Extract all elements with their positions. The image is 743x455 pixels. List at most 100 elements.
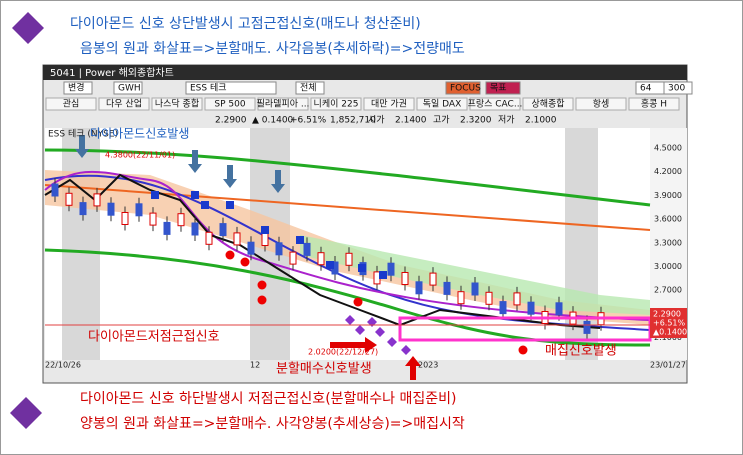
toolbar-button[interactable] (445, 81, 481, 95)
toolbar-button[interactable] (185, 81, 277, 95)
buy-signal (225, 250, 235, 260)
candle-body (429, 272, 437, 286)
market-tab[interactable] (575, 97, 627, 111)
candle-body (289, 251, 297, 265)
annotation: 다이아몬드신호발생 (90, 127, 189, 141)
down-arrow (75, 135, 89, 158)
market-tab-text[interactable]: 나스닥 종합 (155, 99, 199, 110)
price-tick-label: 4.2000 (654, 167, 682, 176)
market-tab-text[interactable]: 필라델피아 ... (257, 98, 310, 110)
candle-body (303, 242, 311, 256)
candle-body (261, 233, 269, 246)
right-arrow-big (330, 337, 377, 353)
quote-text: 저가 (498, 115, 515, 126)
candle-body (107, 202, 115, 216)
buy-signal (257, 280, 267, 290)
title-bar (43, 65, 687, 80)
sell-signal (261, 226, 269, 234)
market-tab-text[interactable]: 상해종합 (531, 99, 564, 110)
toolbar-text[interactable]: 전체 (300, 83, 317, 94)
toolbar-text[interactable]: 변경 (68, 82, 85, 94)
toolbar-text[interactable]: 64 (640, 84, 652, 94)
quote-text: +6.51% (290, 116, 327, 126)
down-arrow (188, 150, 202, 173)
toolbar-text[interactable]: 300 (668, 84, 685, 94)
candle-body (93, 193, 101, 207)
market-tab-text[interactable]: 관심 (63, 99, 80, 110)
market-tab-text[interactable]: 독일 DAX (423, 99, 462, 110)
market-tab[interactable] (98, 97, 150, 111)
candle-body (233, 232, 241, 246)
sell-signal (191, 191, 199, 199)
moving-average (44, 148, 651, 207)
market-tab-text[interactable]: 홍콩 H (641, 98, 667, 110)
buy-signal (353, 297, 363, 307)
market-tab[interactable] (363, 97, 415, 111)
candle-body (177, 213, 185, 227)
date-label: 22/10/26 (45, 361, 81, 370)
annotation: 분할매수신호발생 (276, 362, 372, 377)
annotation: 매집신호발생 (545, 344, 617, 359)
high-label: 4.3800(22/11/01) (105, 151, 175, 160)
toolbar-text[interactable]: FOCUS (450, 84, 481, 94)
toolbar-button[interactable] (63, 81, 93, 95)
market-tab-text[interactable]: SP 500 (214, 100, 245, 110)
candle-body (135, 203, 143, 217)
buy-signal (518, 345, 528, 355)
date-label: 2023 (418, 361, 438, 370)
candle-body (317, 252, 325, 266)
sell-signal (151, 191, 159, 199)
market-tab[interactable] (522, 97, 574, 111)
market-tab[interactable] (469, 97, 521, 111)
candle-body (387, 262, 395, 276)
market-tab[interactable] (628, 97, 680, 111)
market-tab[interactable] (416, 97, 468, 111)
toolbar-button[interactable] (663, 81, 693, 95)
market-tab[interactable] (204, 97, 256, 111)
candle-body (149, 212, 157, 226)
market-tab[interactable] (45, 97, 97, 111)
market-tab[interactable] (257, 97, 309, 111)
candle-body (345, 252, 353, 266)
toolbar-button[interactable] (113, 81, 143, 95)
quote-text: 2.3200 (460, 116, 492, 126)
market-tab[interactable] (151, 97, 203, 111)
toolbar-text[interactable]: ESS 테크 (190, 83, 227, 94)
down-arrow (223, 165, 237, 188)
toolbar-text[interactable]: GWH (118, 84, 141, 94)
market-tab-text[interactable]: 대만 가권 (371, 98, 407, 110)
market-tab-text[interactable]: 다우 산업 (106, 99, 142, 110)
candle-body (457, 291, 465, 305)
diamond-signal (345, 315, 355, 325)
chart-legend: ESS 테크 (NYSE) (48, 129, 118, 140)
shaded-region (62, 128, 100, 360)
market-tab-text[interactable]: 프랑스 CAC... (468, 98, 523, 110)
last-price-text: 2.2900 (653, 310, 681, 319)
market-tab-text[interactable]: 니케이 225 (314, 99, 359, 110)
candle-body (401, 272, 409, 285)
toolbar-button[interactable] (485, 81, 521, 95)
market-tab[interactable] (310, 97, 362, 111)
candle-body (191, 222, 199, 236)
last-price-text: +6.51% (653, 319, 686, 328)
diamond-signal (355, 325, 365, 335)
market-tab-text[interactable]: 항셍 (593, 99, 610, 110)
quote-text: 고가 (433, 115, 450, 126)
toolbar-text[interactable]: 목표 (490, 83, 507, 94)
quote-text: 시가 (368, 115, 385, 126)
up-arrow-big (405, 356, 421, 380)
last-price-text: ▲0.1400 (653, 328, 687, 337)
footer-line: 양봉의 원과 화살표=>분할매수. 사각양봉(추세상승)=>매집시작 (80, 416, 465, 432)
low-label: 2.0200(22/12/27) (308, 348, 378, 357)
candle-body (163, 221, 171, 235)
price-tick-label: 4.5000 (654, 144, 682, 153)
candle-body (485, 291, 493, 305)
buy-signal (240, 257, 250, 267)
candle-body (527, 301, 535, 315)
candle-body (415, 281, 423, 295)
annotation: 다이아몬드저점근접신호 (88, 330, 220, 345)
date-label: 12 (250, 361, 260, 370)
sell-signal (326, 261, 334, 269)
toolbar-button[interactable] (295, 81, 325, 95)
last-price-box (650, 308, 687, 338)
